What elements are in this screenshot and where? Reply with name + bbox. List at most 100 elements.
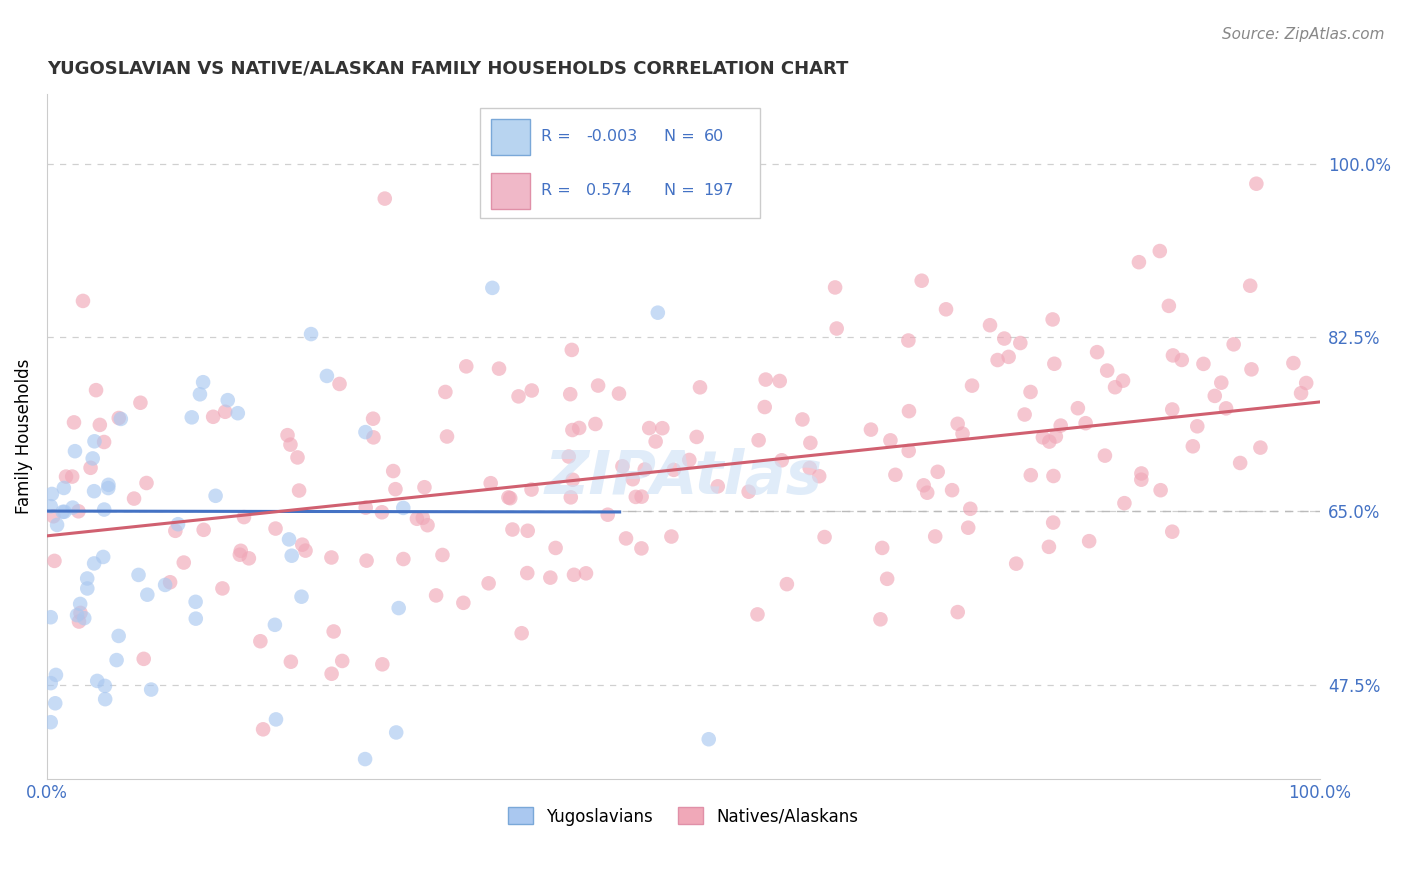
Point <box>1289 386 1312 401</box>
Point <box>661 529 683 543</box>
Point <box>159 575 181 590</box>
Point <box>897 334 920 348</box>
Text: ZIPAtlas: ZIPAtlas <box>544 449 823 508</box>
Point <box>993 332 1015 346</box>
Point <box>456 359 478 374</box>
Point <box>1295 376 1317 390</box>
Point <box>388 601 411 615</box>
Point <box>252 723 274 737</box>
Point <box>291 538 314 552</box>
Point <box>214 405 236 419</box>
Point <box>897 443 920 458</box>
Point <box>1042 469 1064 483</box>
Point <box>141 682 163 697</box>
Point <box>363 430 385 444</box>
Point <box>941 483 963 498</box>
Point <box>813 530 835 544</box>
Point <box>870 541 893 555</box>
Point <box>960 378 983 392</box>
Point <box>173 556 195 570</box>
Point <box>191 375 214 389</box>
Point <box>93 502 115 516</box>
Point <box>1078 534 1101 549</box>
Point <box>1161 402 1184 417</box>
Point <box>374 192 396 206</box>
Point <box>678 453 700 467</box>
Point <box>434 384 457 399</box>
Point <box>356 554 378 568</box>
Point <box>583 417 606 431</box>
Point <box>67 504 90 518</box>
Point <box>911 274 934 288</box>
Point <box>799 461 821 475</box>
Point <box>1187 419 1209 434</box>
Point <box>1005 557 1028 571</box>
Point <box>354 500 377 515</box>
Point <box>122 491 145 506</box>
Point <box>62 500 84 515</box>
Point <box>83 557 105 571</box>
Point <box>685 430 707 444</box>
Point <box>382 464 405 478</box>
Point <box>79 460 101 475</box>
Point <box>1161 348 1184 362</box>
Point <box>249 634 271 648</box>
Point <box>226 406 249 420</box>
Point <box>93 435 115 450</box>
Point <box>76 572 98 586</box>
Point <box>184 612 207 626</box>
Point <box>755 373 778 387</box>
Point <box>884 467 907 482</box>
Point <box>132 652 155 666</box>
Point <box>39 676 62 690</box>
Point <box>651 421 673 435</box>
Point <box>73 611 96 625</box>
Point <box>630 490 652 504</box>
Point <box>1149 483 1171 498</box>
Point <box>561 473 583 487</box>
Point <box>747 607 769 622</box>
Point <box>1114 496 1136 510</box>
Point <box>927 465 949 479</box>
Point <box>607 386 630 401</box>
Point <box>799 436 821 450</box>
Point <box>987 353 1010 368</box>
Point <box>478 576 501 591</box>
Point <box>76 582 98 596</box>
Point <box>167 517 190 532</box>
Point <box>647 306 669 320</box>
Point <box>180 410 202 425</box>
Point <box>1019 384 1042 399</box>
Point <box>560 387 582 401</box>
Point <box>385 725 408 739</box>
Point <box>211 582 233 596</box>
Point <box>436 429 458 443</box>
Point <box>39 500 62 514</box>
Point <box>72 293 94 308</box>
Point <box>136 588 159 602</box>
Point <box>1014 408 1036 422</box>
Point <box>1094 449 1116 463</box>
Point <box>91 549 114 564</box>
Point <box>621 472 644 486</box>
Point <box>264 617 287 632</box>
Point <box>586 378 609 392</box>
Point <box>1128 255 1150 269</box>
Point <box>1171 353 1194 368</box>
Point <box>287 450 309 465</box>
Point <box>264 712 287 726</box>
Point <box>129 396 152 410</box>
Point <box>630 541 652 556</box>
Point <box>1045 429 1067 443</box>
Point <box>957 521 980 535</box>
Point <box>1229 456 1251 470</box>
Point <box>69 597 91 611</box>
Point <box>1130 467 1153 481</box>
Point <box>135 475 157 490</box>
Point <box>264 522 287 536</box>
Point <box>63 416 86 430</box>
Point <box>614 532 637 546</box>
Point <box>1042 516 1064 530</box>
Point <box>202 409 225 424</box>
Point <box>229 548 252 562</box>
